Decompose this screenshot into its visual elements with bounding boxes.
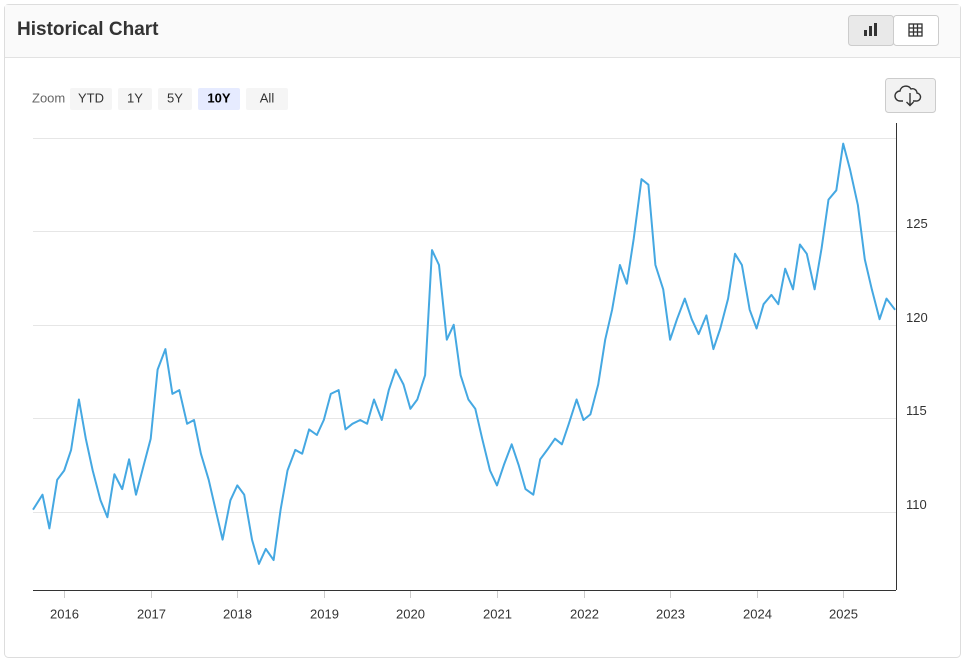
x-tick-label: 2020 [396,606,425,621]
y-tick-label: 120 [906,310,928,325]
x-tick-label: 2021 [483,606,512,621]
zoom-button-label[interactable]: 10Y [207,90,230,105]
zoom-controls: Zoom YTD 1Y 5Y 10Y All [32,88,288,110]
download-icon [894,85,922,107]
chart-icon [864,23,877,36]
card-header [5,5,960,57]
y-tick-label: 125 [906,216,928,231]
zoom-button-label[interactable]: 1Y [127,90,143,105]
zoom-button[interactable]: All [246,88,288,110]
zoom-button-bg[interactable] [70,88,112,110]
x-tick-label: 2019 [310,606,339,621]
x-tick-label: 2016 [50,606,79,621]
zoom-button-bg[interactable] [246,88,288,110]
x-tick-label: 2023 [656,606,685,621]
plot: 110 115 120 125 2016 2017 2018 2019 2020 2021 2022… [32,123,928,621]
zoom-button-bg[interactable] [118,88,152,110]
zoom-button[interactable]: 10Y [198,88,240,110]
view-toggle [848,15,939,46]
table-view-button[interactable] [893,15,939,46]
price-line [32,142,896,565]
x-tick-label: 2017 [137,606,166,621]
zoom-button[interactable]: YTD [70,88,112,110]
y-tick-label: 115 [906,403,927,418]
zoom-button-label[interactable]: 5Y [167,90,183,105]
x-tick-label: 2025 [829,606,858,621]
x-tick-label: 2018 [223,606,252,621]
card-title: Historical Chart [17,19,159,40]
table-icon [908,23,923,37]
x-tick-label: 2022 [570,606,599,621]
zoom-button-bg[interactable] [158,88,192,110]
zoom-button-bg[interactable] [198,88,240,110]
download-button[interactable] [885,78,936,113]
x-tick-label: 2024 [743,606,772,621]
zoom-button[interactable]: 1Y [118,88,152,110]
zoom-button-label[interactable]: All [260,90,275,105]
zoom-label: Zoom [32,90,65,105]
zoom-button-label[interactable]: YTD [78,90,104,105]
zoom-button[interactable]: 5Y [158,88,192,110]
y-tick-label: 110 [906,497,927,512]
